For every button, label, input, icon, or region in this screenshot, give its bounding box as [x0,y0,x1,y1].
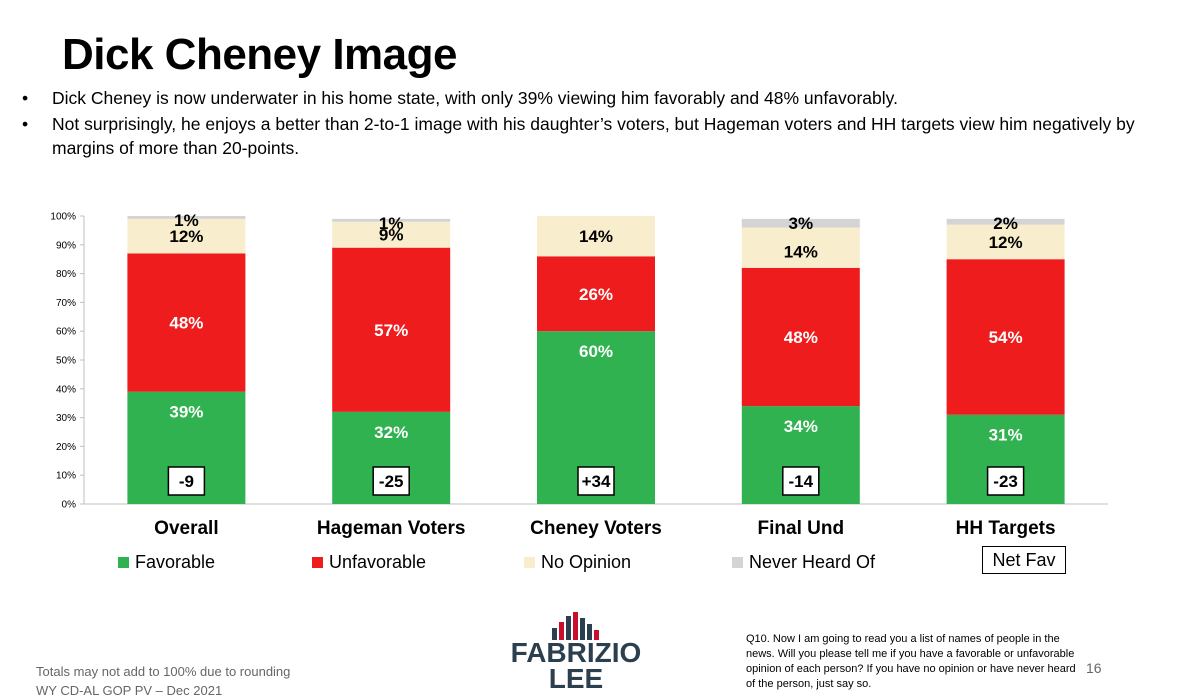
x-category-label: HH Targets [956,518,1056,539]
bullet-item: Dick Cheney is now underwater in his hom… [22,86,1152,110]
footnote-survey: WY CD-AL GOP PV – Dec 2021 [36,683,223,698]
bar-segment-unfavorable [127,253,246,392]
y-tick-label: 50% [56,356,76,367]
legend-swatch-favorable [118,557,129,568]
fabrizio-lee-logo: FABRIZIO LEE [496,612,656,694]
net-fav-box [372,466,410,496]
data-label-unfavorable: 26% [579,285,613,304]
data-label-favorable: 31% [989,426,1023,445]
bullet-list: Dick Cheney is now underwater in his hom… [22,86,1152,162]
y-tick-label: 80% [56,269,76,280]
data-label-favorable: 60% [579,342,613,361]
survey-question: Q10. Now I am going to read you a list o… [746,633,1076,690]
bar-segment-never-heard [741,218,860,228]
data-label-never-heard: 1% [174,211,199,230]
data-label-favorable: 32% [374,423,408,442]
legend-label: No Opinion [541,552,632,572]
net-fav-box [782,466,820,496]
legend-no-opinion: No Opinion [524,552,631,573]
logo-text-line2: LEE [548,663,604,694]
bar-segment-no-opinion [946,224,1065,260]
y-tick-label: 100% [50,212,76,223]
footnote-rounding: Totals may not add to 100% due to roundi… [36,664,291,679]
bar-segment-never-heard [332,218,451,222]
net-fav-label: -9 [179,472,194,491]
data-label-favorable: 34% [784,417,818,436]
bar-segment-unfavorable [741,267,860,407]
bar-segment-never-heard [127,216,246,219]
x-category-label: Hageman Voters [317,518,466,539]
net-fav-box [577,466,615,496]
legend-swatch-never-heard [732,557,743,568]
y-tick-label: 0% [62,500,77,511]
net-fav-label: -23 [993,472,1018,491]
net-fav-label: -14 [789,472,814,491]
data-label-no-opinion: 12% [989,233,1023,252]
x-category-label: Cheney Voters [530,518,662,539]
bar-segment-no-opinion [741,227,860,268]
net-fav-label: -25 [379,472,404,491]
bar-segment-never-heard [946,218,1065,225]
bar-segment-unfavorable [332,247,451,412]
legend-unfavorable: Unfavorable [312,552,426,573]
data-label-unfavorable: 48% [169,314,203,333]
data-label-no-opinion: 9% [379,226,404,245]
y-tick-label: 60% [56,327,76,338]
y-tick-label: 90% [56,240,76,251]
legend-label: Unfavorable [329,552,427,572]
data-label-never-heard: 1% [379,214,404,233]
net-fav-box [986,466,1025,496]
bar-segment-no-opinion [332,221,451,248]
data-label-unfavorable: 48% [784,328,818,347]
page-number: 16 [1086,660,1102,676]
x-category-label: Final Und [758,518,845,539]
bar-segment-unfavorable [946,259,1065,415]
bar-segment-no-opinion [127,218,246,254]
data-label-never-heard: 3% [789,214,814,233]
logo-text-line1: FABRIZIO [510,637,642,668]
legend-swatch-no-opinion [524,557,535,568]
y-tick-label: 40% [56,384,76,395]
legend-never-heard: Never Heard Of [732,552,875,573]
y-tick-label: 30% [56,413,76,424]
data-label-no-opinion: 14% [784,243,818,262]
chart-legend: Favorable Unfavorable No Opinion Never H… [118,552,1078,578]
bar-segment-unfavorable [537,256,655,332]
y-tick-label: 70% [56,298,76,309]
data-label-no-opinion: 14% [579,227,613,246]
data-label-no-opinion: 12% [169,227,203,246]
stacked-bar-chart: 0% 10% 20% 30% 40% 50% 60% 70% 80% 90% 100% 39% 48% 1… [50,211,1108,539]
data-label-favorable: 39% [169,403,203,422]
bar-segment-no-opinion [537,216,655,257]
slide-title: Dick Cheney Image [62,30,458,79]
bullet-item: Not surprisingly, he enjoys a better tha… [22,112,1152,160]
net-fav-label: +34 [582,472,611,491]
y-tick-label: 20% [56,442,76,453]
legend-label: Never Heard Of [749,552,876,572]
legend-label: Favorable [135,552,216,572]
x-category-label: Overall [154,518,218,539]
data-label-never-heard: 2% [993,214,1018,233]
data-label-unfavorable: 57% [374,321,408,340]
legend-swatch-unfavorable [312,557,323,568]
net-fav-box [167,466,206,496]
y-tick-label: 10% [56,471,76,482]
legend-net-fav: Net Fav [982,546,1066,574]
logo-bars-icon [552,612,599,640]
data-label-unfavorable: 54% [989,328,1023,347]
legend-favorable: Favorable [118,552,215,573]
